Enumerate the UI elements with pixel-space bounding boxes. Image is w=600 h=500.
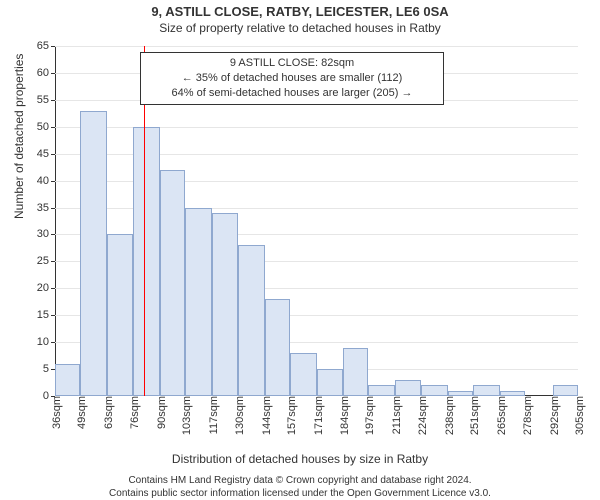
- histogram-plot: 0510152025303540455055606536sqm49sqm63sq…: [55, 46, 578, 396]
- histogram-bar: [448, 391, 473, 396]
- annotation-line-1: 9 ASTILL CLOSE: 82sqm: [147, 56, 437, 71]
- xtick-label: 238sqm: [440, 396, 456, 435]
- histogram-bar: [80, 111, 107, 396]
- x-axis-label: Distribution of detached houses by size …: [0, 452, 600, 466]
- ytick-label: 5: [43, 363, 55, 375]
- xtick-label: 63sqm: [99, 396, 115, 429]
- gridline: [55, 46, 578, 47]
- ytick-label: 40: [37, 175, 55, 187]
- xtick-label: 211sqm: [387, 396, 403, 434]
- histogram-bar: [368, 385, 395, 396]
- histogram-bar: [421, 385, 448, 396]
- histogram-bar: [343, 348, 368, 396]
- y-axis-label: Number of detached properties: [12, 54, 26, 219]
- footer-line-1: Contains HM Land Registry data © Crown c…: [0, 475, 600, 488]
- histogram-bar: [500, 391, 525, 396]
- histogram-bar: [290, 353, 317, 396]
- xtick-label: 144sqm: [257, 396, 273, 435]
- xtick-label: 184sqm: [335, 396, 351, 435]
- histogram-bar: [473, 385, 500, 396]
- xtick-label: 305sqm: [570, 396, 586, 435]
- histogram-bar: [238, 245, 265, 396]
- histogram-bar: [265, 299, 290, 396]
- xtick-label: 90sqm: [152, 396, 168, 429]
- histogram-bar: [317, 369, 342, 396]
- xtick-label: 265sqm: [492, 396, 508, 435]
- xtick-label: 103sqm: [177, 396, 193, 435]
- xtick-label: 224sqm: [413, 396, 429, 435]
- xtick-label: 251sqm: [465, 396, 481, 435]
- footer-line-2: Contains public sector information licen…: [0, 488, 600, 500]
- ytick-label: 20: [37, 282, 55, 294]
- histogram-bar: [133, 127, 160, 396]
- histogram-bar: [212, 213, 237, 396]
- histogram-bar: [185, 208, 212, 396]
- annotation-line-2: ← 35% of detached houses are smaller (11…: [147, 71, 437, 86]
- ytick-label: 35: [37, 202, 55, 214]
- histogram-bar: [553, 385, 578, 396]
- ytick-label: 55: [37, 94, 55, 106]
- xtick-label: 157sqm: [282, 396, 298, 435]
- ytick-label: 30: [37, 228, 55, 240]
- ytick-label: 50: [37, 121, 55, 133]
- xtick-label: 130sqm: [230, 396, 246, 435]
- ytick-label: 65: [37, 40, 55, 52]
- histogram-bar: [160, 170, 185, 396]
- xtick-label: 76sqm: [125, 396, 141, 429]
- annotation-line-3: 64% of semi-detached houses are larger (…: [147, 86, 437, 101]
- histogram-bar: [107, 234, 132, 396]
- page-subtitle: Size of property relative to detached ho…: [0, 21, 600, 35]
- annotation-box: 9 ASTILL CLOSE: 82sqm← 35% of detached h…: [140, 52, 444, 105]
- histogram-bar: [395, 380, 420, 396]
- footer: Contains HM Land Registry data © Crown c…: [0, 475, 600, 500]
- xtick-label: 197sqm: [360, 396, 376, 435]
- xtick-label: 171sqm: [309, 396, 325, 435]
- ytick-label: 45: [37, 148, 55, 160]
- xtick-label: 117sqm: [204, 396, 220, 434]
- ytick-label: 10: [37, 336, 55, 348]
- y-axis-line: [55, 46, 56, 396]
- ytick-label: 60: [37, 67, 55, 79]
- xtick-label: 49sqm: [72, 396, 88, 429]
- xtick-label: 278sqm: [518, 396, 534, 435]
- page-title: 9, ASTILL CLOSE, RATBY, LEICESTER, LE6 0…: [0, 4, 600, 19]
- ytick-label: 25: [37, 255, 55, 267]
- ytick-label: 15: [37, 309, 55, 321]
- xtick-label: 292sqm: [545, 396, 561, 435]
- histogram-bar: [55, 364, 80, 396]
- xtick-label: 36sqm: [47, 396, 63, 429]
